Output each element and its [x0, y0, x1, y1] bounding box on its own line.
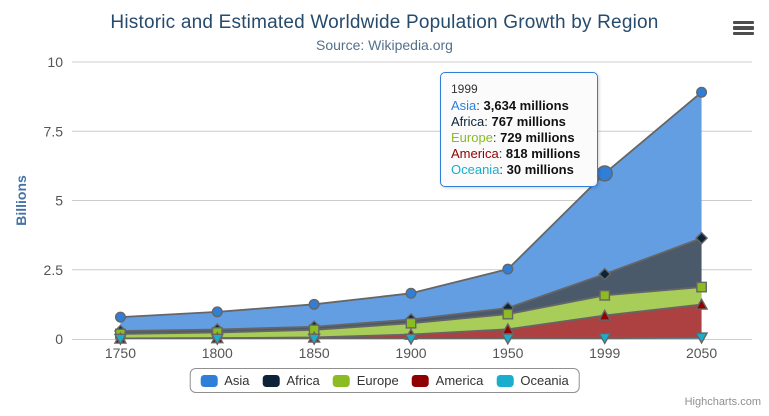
legend-label-africa: Africa [286, 373, 320, 388]
marker-europe-1950[interactable] [502, 308, 514, 320]
marker-america-2050[interactable] [694, 297, 709, 310]
tooltip-row-america: America: 818 millions [451, 146, 581, 161]
legend-label-europe: Europe [356, 373, 399, 388]
tooltip-series-name: Europe [451, 130, 493, 145]
tooltip-row-europe: Europe: 729 millions [451, 130, 575, 145]
tooltip-series-name: Asia [451, 98, 477, 113]
area-asia[interactable] [120, 92, 702, 331]
marker-africa-2050[interactable] [695, 231, 709, 245]
legend-label-asia: Asia [224, 373, 250, 388]
y-axis-label-2.5: 2.5 [44, 262, 64, 278]
tooltip-row-asia: Asia: 3,634 millions [451, 98, 569, 113]
marker-europe-1900[interactable] [405, 317, 417, 329]
marker-oceania-2050[interactable] [694, 332, 709, 345]
y-axis-label-7.5: 7.5 [44, 123, 64, 139]
tooltip-series-name: America [451, 146, 499, 161]
legend-swatch-america [411, 374, 429, 387]
legend-item-europe[interactable]: Europe [332, 373, 399, 388]
legend-label-america: America [435, 373, 484, 388]
tooltip-rows: Asia: 3,634 millions Africa: 767 millions… [451, 98, 587, 178]
tooltip-row-africa: Africa: 767 millions [451, 114, 566, 129]
legend-item-oceania[interactable]: Oceania [496, 373, 569, 388]
export-menu-button[interactable] [733, 21, 754, 37]
x-axis-label-1850: 1850 [299, 345, 330, 361]
hover-marker-asia[interactable] [596, 165, 613, 182]
x-axis-label-1950: 1950 [492, 345, 523, 361]
legend: Asia Africa Europe America Oceania [189, 368, 580, 393]
marker-asia-1950[interactable] [502, 263, 514, 275]
y-axis-label-5: 5 [55, 193, 63, 209]
marker-oceania-1750[interactable] [113, 333, 128, 346]
marker-europe-2050[interactable] [696, 281, 707, 293]
legend-swatch-africa [262, 374, 280, 387]
x-axis-label-1800: 1800 [202, 345, 233, 361]
tooltip-series-value: 729 millions [500, 130, 575, 145]
tooltip-series-name: Africa [451, 114, 485, 129]
x-axis-label-2050: 2050 [686, 345, 717, 361]
legend-swatch-europe [332, 374, 350, 387]
y-axis-title: Billions [13, 175, 29, 226]
tooltip-series-name: Oceania [451, 162, 500, 177]
legend-swatch-oceania [496, 374, 514, 387]
marker-asia-1900[interactable] [405, 287, 417, 299]
chart-title: Historic and Estimated Worldwide Populat… [110, 12, 659, 33]
legend-item-africa[interactable]: Africa [262, 373, 320, 388]
marker-oceania-1999[interactable] [598, 332, 612, 345]
tooltip-series-value: 767 millions [491, 114, 566, 129]
y-axis-label-0: 0 [55, 331, 63, 347]
tooltip-series-value: 818 millions [505, 146, 581, 161]
marker-asia-1750[interactable] [114, 311, 126, 323]
tooltip-series-value: 30 millions [506, 162, 574, 177]
credits-link[interactable]: Highcharts.com [684, 396, 761, 408]
marker-oceania-1900[interactable] [404, 333, 418, 346]
x-axis-label-1750: 1750 [105, 345, 136, 361]
y-axis-label-10: 10 [47, 54, 63, 70]
area-africa[interactable] [120, 238, 702, 334]
marker-africa-1999[interactable] [598, 267, 612, 281]
area-america[interactable] [120, 304, 702, 339]
tooltip-series-value: 3,634 millions [483, 98, 569, 113]
legend-item-america[interactable]: America [411, 373, 484, 388]
hamburger-icon [733, 21, 754, 36]
marker-asia-1800[interactable] [211, 306, 223, 318]
legend-label-oceania: Oceania [520, 373, 569, 388]
x-axis-label-1999: 1999 [589, 345, 620, 361]
marker-asia-2050[interactable] [696, 86, 708, 98]
chart-subtitle: Source: Wikipedia.org [316, 37, 453, 53]
marker-oceania-1950[interactable] [501, 333, 515, 346]
marker-oceania-1800[interactable] [210, 333, 224, 346]
marker-oceania-1850[interactable] [307, 333, 321, 346]
legend-swatch-asia [200, 374, 218, 387]
tooltip-header: 1999 [451, 82, 478, 96]
tooltip-row-oceania: Oceania: 30 millions [451, 162, 574, 177]
x-axis-label-1900: 1900 [395, 345, 426, 361]
marker-asia-1850[interactable] [308, 298, 320, 310]
legend-item-asia[interactable]: Asia [200, 373, 250, 388]
marker-america-1999[interactable] [598, 308, 612, 321]
marker-europe-1999[interactable] [599, 289, 611, 301]
tooltip: 1999 Asia: 3,634 millions Africa: 767 mil… [440, 72, 598, 187]
